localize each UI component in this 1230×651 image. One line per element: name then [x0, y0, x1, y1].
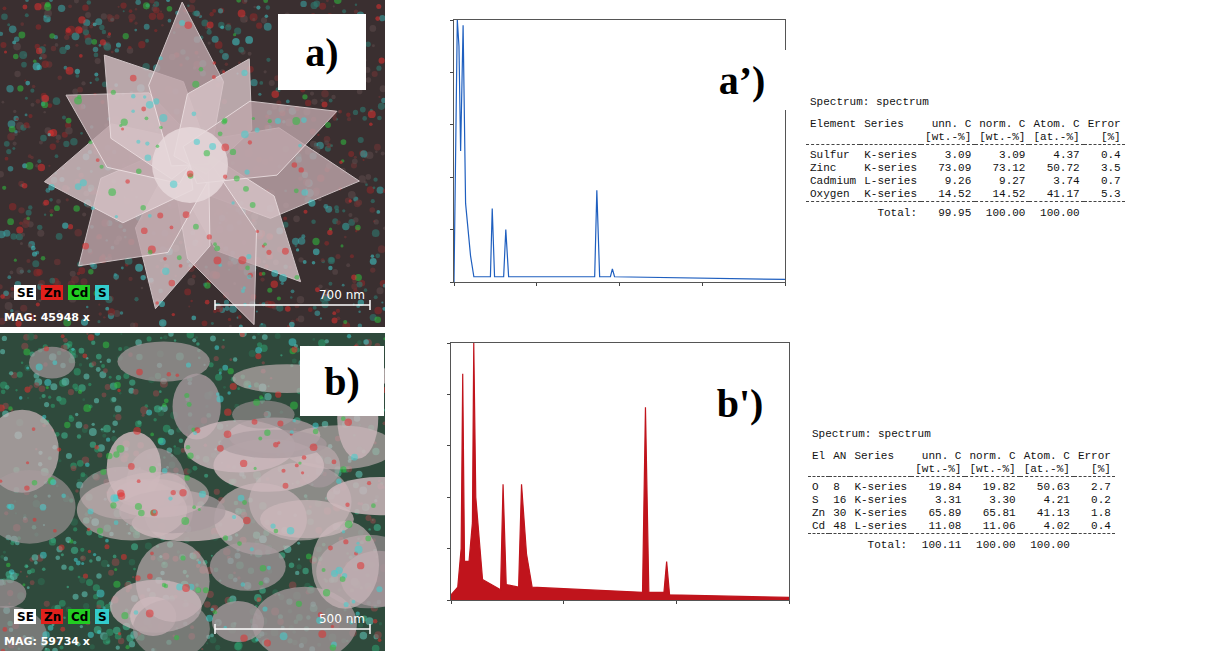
html-text:0.2: 0.2	[1091, 494, 1111, 506]
html-text:5.3: 5.3	[1100, 188, 1121, 200]
html-text:3.09: 3.09	[944, 149, 972, 161]
html-text:K-series: K-series	[854, 507, 908, 519]
html-text:73.09: 73.09	[938, 162, 972, 174]
html-text:100.00: 100.00	[985, 207, 1026, 219]
svg-text:SE: SE	[17, 286, 34, 300]
html-text:O: O	[812, 481, 819, 493]
svg-text:700 nm: 700 nm	[319, 288, 365, 302]
html-text:AN: AN	[833, 450, 847, 462]
html-text:a’): a’)	[718, 57, 766, 103]
html-text:unn. C: unn. C	[921, 450, 962, 462]
html-text:41.13: 41.13	[1036, 507, 1070, 519]
html-text:Total:: Total:	[877, 207, 917, 219]
html-text:100.00: 100.00	[1040, 207, 1080, 219]
html-text:Total:: Total:	[867, 539, 908, 551]
svg-text:Zn: Zn	[44, 286, 61, 300]
html-text:Spectrum: spectrum: Spectrum: spectrum	[810, 96, 929, 108]
html-text:Zn: Zn	[812, 507, 826, 519]
html-text:K-series: K-series	[864, 188, 917, 200]
html-text:K-series: K-series	[854, 494, 908, 506]
html-text:0.7: 0.7	[1100, 175, 1121, 187]
html-text:Spectrum: spectrum: Spectrum: spectrum	[812, 428, 931, 440]
html-text:9.27: 9.27	[999, 175, 1026, 187]
html-text:11.08: 11.08	[928, 520, 962, 532]
html-text:Cd: Cd	[812, 520, 826, 532]
html-text:3.31: 3.31	[935, 494, 962, 506]
html-text:19.84: 19.84	[928, 481, 962, 493]
html-text:0.4: 0.4	[1100, 149, 1121, 161]
html-text:Oxygen: Oxygen	[810, 188, 850, 200]
html-text:14.52: 14.52	[992, 188, 1026, 200]
html-text:41.17: 41.17	[1046, 188, 1080, 200]
svg-text:SE: SE	[17, 610, 34, 624]
html-text:K-series: K-series	[864, 149, 917, 161]
html-text:3.5: 3.5	[1100, 162, 1121, 174]
html-text:Series: Series	[854, 450, 894, 462]
html-text:65.81: 65.81	[982, 507, 1016, 519]
html-text:Element: Element	[810, 118, 857, 130]
html-text:L-series: L-series	[854, 520, 908, 532]
html-text:b'): b')	[716, 380, 764, 426]
html-text:9.26: 9.26	[944, 175, 972, 187]
html-text:14.52: 14.52	[938, 188, 972, 200]
html-text:48: 48	[833, 520, 847, 532]
html-text:4.37: 4.37	[1053, 149, 1080, 161]
html-text:Series: Series	[864, 118, 904, 130]
svg-text:S: S	[98, 610, 107, 624]
html-text:16: 16	[833, 494, 847, 506]
html-text:Error: Error	[1077, 450, 1111, 462]
html-text:[wt.-%]: [wt.-%]	[969, 463, 1016, 475]
html-text:Atom. C: Atom. C	[1033, 118, 1080, 130]
svg-text:MAG: 45948 x: MAG: 45948 x	[4, 311, 90, 324]
svg-text:Cd: Cd	[71, 610, 88, 624]
html-text:a): a)	[305, 29, 339, 75]
html-text:50.72: 50.72	[1046, 162, 1080, 174]
html-text:100.11: 100.11	[921, 539, 962, 551]
html-text:[wt.-%]: [wt.-%]	[979, 131, 1026, 143]
html-text:S: S	[812, 494, 819, 506]
html-text:K-series: K-series	[854, 481, 908, 493]
html-text:b): b)	[324, 358, 360, 404]
html-text:Zinc: Zinc	[810, 162, 837, 174]
html-text:99.95: 99.95	[938, 207, 972, 219]
html-text:65.89: 65.89	[928, 507, 962, 519]
html-text:El: El	[812, 450, 826, 462]
html-text:3.74: 3.74	[1053, 175, 1080, 187]
html-text:norm. C: norm. C	[979, 118, 1026, 130]
svg-text:S: S	[98, 286, 107, 300]
html-text:30: 30	[833, 507, 847, 519]
html-text:3.09: 3.09	[999, 149, 1026, 161]
html-text:8: 8	[833, 481, 840, 493]
svg-text:Zn: Zn	[44, 610, 61, 624]
html-text:[wt.-%]: [wt.-%]	[925, 131, 972, 143]
html-text:3.30: 3.30	[989, 494, 1016, 506]
html-text:[wt.-%]: [wt.-%]	[915, 463, 962, 475]
svg-text:MAG: 59734 x: MAG: 59734 x	[4, 635, 90, 648]
html-text:100.00: 100.00	[1030, 539, 1070, 551]
html-text:Cadmium: Cadmium	[810, 175, 857, 187]
html-text:4.21: 4.21	[1043, 494, 1070, 506]
html-text:1.8: 1.8	[1091, 507, 1111, 519]
html-text:100.00: 100.00	[976, 539, 1016, 551]
html-text:Atom. C: Atom. C	[1023, 450, 1070, 462]
html-text:K-series: K-series	[864, 162, 917, 174]
html-text:[at.-%]: [at.-%]	[1033, 131, 1080, 143]
html-text:73.12: 73.12	[992, 162, 1026, 174]
html-text:19.82: 19.82	[982, 481, 1016, 493]
html-text:50.63: 50.63	[1036, 481, 1070, 493]
svg-text:Cd: Cd	[71, 286, 88, 300]
html-text:unn. C: unn. C	[931, 118, 972, 130]
html-text:4.02: 4.02	[1043, 520, 1070, 532]
html-text:[at.-%]: [at.-%]	[1023, 463, 1070, 475]
html-text:0.4: 0.4	[1091, 520, 1111, 532]
html-text:11.06: 11.06	[982, 520, 1016, 532]
html-text:Sulfur: Sulfur	[810, 149, 850, 161]
html-text:L-series: L-series	[864, 175, 917, 187]
html-text:2.7: 2.7	[1091, 481, 1111, 493]
html-text:Error: Error	[1087, 118, 1121, 130]
html-text:norm. C: norm. C	[969, 450, 1016, 462]
svg-text:500 nm: 500 nm	[319, 612, 365, 626]
